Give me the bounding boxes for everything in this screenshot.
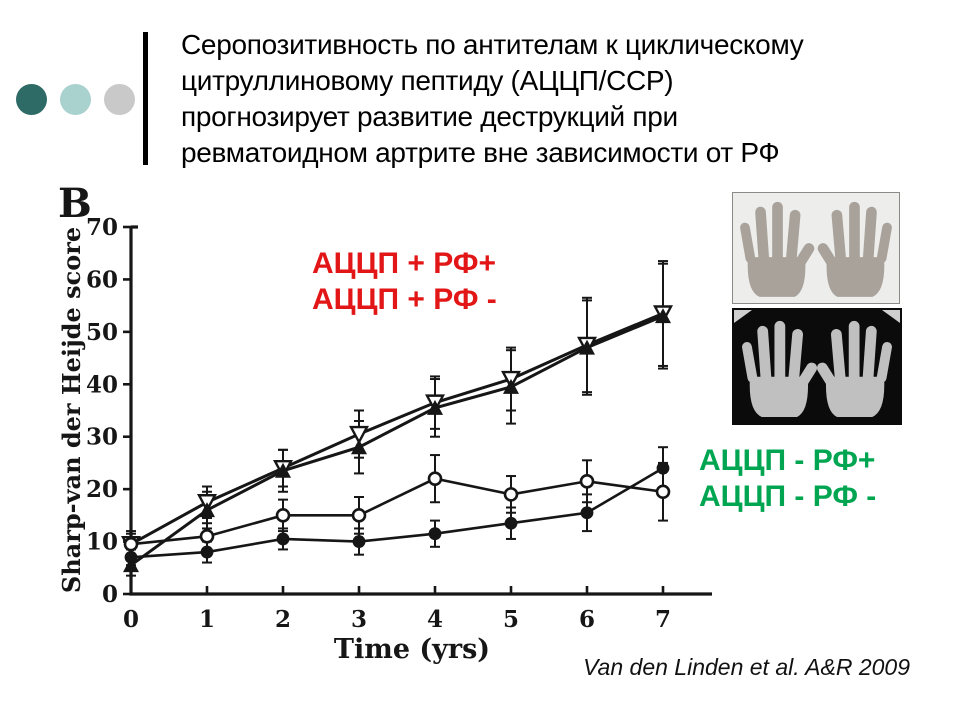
svg-text:0: 0 xyxy=(123,606,139,633)
title-accent-bar xyxy=(143,32,148,165)
decor-circle-gray xyxy=(104,84,135,115)
svg-text:2: 2 xyxy=(275,606,291,633)
slide-title-line: цитруллиновому пептиду (АЦЦП/CCP) xyxy=(181,65,674,96)
slide-title-line: прогнозирует развитие деструкций при xyxy=(181,101,678,132)
hands-photo-image xyxy=(732,192,900,304)
svg-text:40: 40 xyxy=(86,371,118,398)
svg-text:Sharp-van der Heijde score: Sharp-van der Heijde score xyxy=(57,227,86,593)
svg-text:3: 3 xyxy=(351,606,367,633)
legend-item-ccp-neg-rf-pos: АЦЦП - РФ+ xyxy=(699,444,876,477)
svg-text:50: 50 xyxy=(86,319,118,346)
xray-corner-marker xyxy=(734,310,752,323)
svg-text:5: 5 xyxy=(503,606,519,633)
svg-text:B: B xyxy=(58,180,92,227)
svg-text:6: 6 xyxy=(579,606,595,633)
svg-text:7: 7 xyxy=(655,606,671,633)
decor-circle-dark xyxy=(16,84,47,115)
svg-text:0: 0 xyxy=(102,581,118,608)
svg-text:10: 10 xyxy=(86,529,118,556)
svg-text:60: 60 xyxy=(86,266,118,293)
legend-ccp-positive: АЦЦП + РФ+ АЦЦП + РФ - xyxy=(312,246,497,318)
citation: Van den Linden et al. A&R 2009 xyxy=(583,654,910,680)
slide-title: Серопозитивность по антителам к цикличес… xyxy=(181,27,901,171)
chart-canvas: 0 10 20 30 40 50 60 70 0 1 2 3 4 5 6 7 Time (yrs) BSharp-… xyxy=(57,180,712,665)
svg-text:1: 1 xyxy=(199,606,215,633)
legend-item-ccp-pos-rf-pos: АЦЦП + РФ+ xyxy=(312,247,496,280)
slide-title-line: Серопозитивность по антителам к цикличес… xyxy=(181,29,804,60)
svg-text:30: 30 xyxy=(86,424,118,451)
svg-text:20: 20 xyxy=(86,476,118,503)
svg-text:70: 70 xyxy=(86,214,118,241)
hands-xray-image xyxy=(732,308,902,425)
legend-item-ccp-neg-rf-neg: АЦЦП - РФ - xyxy=(699,480,877,513)
svg-text:Time (yrs): Time (yrs) xyxy=(334,634,490,665)
slide-title-line: ревматоидном артрите вне зависимости от … xyxy=(181,137,780,168)
svg-text:4: 4 xyxy=(427,606,443,633)
legend-ccp-negative: АЦЦП - РФ+ АЦЦП - РФ - xyxy=(699,443,876,515)
legend-item-ccp-pos-rf-neg: АЦЦП + РФ - xyxy=(312,283,497,316)
radiographic-progression-chart: 0 10 20 30 40 50 60 70 0 1 2 3 4 5 6 7 Time (yrs) B Sharp-… xyxy=(40,175,740,680)
xray-corner-marker xyxy=(882,310,900,323)
decor-circle-teal xyxy=(60,84,91,115)
